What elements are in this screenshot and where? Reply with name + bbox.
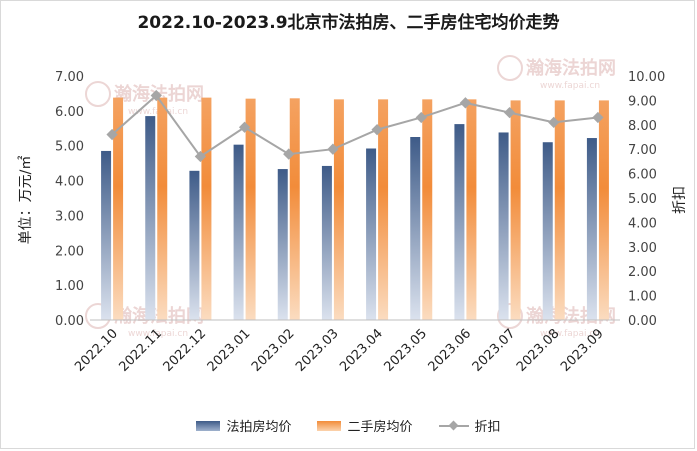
y-tick-label: 4.00 [55,175,84,190]
bar-secondhand-2023.02 [289,98,300,321]
y2-tick-label: 8.00 [628,119,657,134]
discount-line [111,94,599,158]
bar-auction-2022.11 [145,116,156,320]
x-tick-label-2023.05: 2023.05 [381,326,430,375]
bar-auction-2023.04 [366,148,377,320]
legend-item-discount: 折扣 [438,416,501,435]
y2-tick-label: 1.00 [628,290,657,305]
y2-tick-label: 4.00 [628,216,657,231]
bar-secondhand-2023.04 [378,99,389,321]
bar-auction-2023.06 [454,124,465,320]
discount-point-2023.03 [327,143,339,155]
x-tick-label-2023.06: 2023.06 [426,326,475,375]
bar-auction-2022.12 [189,170,200,320]
watermark-url-3: www.fapai.cn [540,329,600,339]
bar-secondhand-2023.09 [598,100,609,321]
watermark-url-1: www.fapai.cn [540,81,600,91]
bar-secondhand-2022.10 [113,97,124,321]
y2-tick-label: 10.00 [628,70,665,85]
bar-auction-2023.05 [410,137,421,320]
bar-auction-2023.02 [277,169,288,320]
bar-secondhand-2023.03 [333,99,344,321]
y2-tick-label: 9.00 [628,94,657,109]
y2-tick-label: 6.00 [628,168,657,183]
x-tick-label-2023.02: 2023.02 [249,326,298,375]
legend-label-auction: 法拍房均价 [226,420,292,435]
x-tick-label-2023.08: 2023.08 [514,326,563,375]
y2-tick-label: 3.00 [628,241,657,256]
watermark-logo-3 [497,303,523,329]
legend-label-discount: 折扣 [474,420,501,435]
x-tick-label-2023.01: 2023.01 [205,326,254,375]
y-tick-label: 5.00 [55,140,84,155]
legend-swatch-secondhand [317,420,342,431]
legend-label-secondhand: 二手房均价 [347,420,413,435]
y2-tick-label: 2.00 [628,265,657,280]
legend-swatch-auction [196,420,221,431]
bar-secondhand-2022.12 [201,97,212,321]
y-axis-title: 单位：万元/㎡ [18,156,34,245]
y-tick-label: 0.00 [55,314,84,329]
bar-secondhand-2023.08 [554,100,565,321]
bar-secondhand-2022.11 [157,97,168,321]
y2-tick-label: 0.00 [628,314,657,329]
bar-auction-2023.08 [542,142,553,320]
bar-auction-2023.07 [498,132,509,320]
y2-tick-label: 5.00 [628,192,657,207]
y2-axis-title: 折扣 [672,186,688,214]
legend-item-secondhand: 二手房均价 [317,416,413,435]
x-tick-label-2023.03: 2023.03 [293,326,342,375]
y-tick-label: 3.00 [55,209,84,224]
y2-tick-label: 7.00 [628,143,657,158]
x-tick-label-2023.07: 2023.07 [470,326,519,375]
x-tick-label-2022.10: 2022.10 [72,326,121,375]
watermark-logo-1 [497,55,523,81]
y-tick-label: 6.00 [55,105,84,120]
legend: 法拍房均价 二手房均价 折扣 [0,416,697,435]
bar-secondhand-2023.07 [510,100,521,321]
bar-auction-2022.10 [101,150,112,320]
discount-point-2023.02 [283,148,295,160]
y-tick-label: 2.00 [55,244,84,259]
legend-swatch-discount [438,421,469,431]
watermark-text-1: 瀚海法拍网 [526,57,616,79]
watermark-logo-0 [85,81,111,107]
chart-title: 2022.10-2023.9北京市法拍房、二手房住宅均价走势 [137,13,560,33]
discount-point-2022.12 [194,150,207,163]
y-tick-label: 1.00 [55,279,84,294]
y-tick-label: 7.00 [55,70,84,85]
watermark-url-2: www.fapai.cn [128,329,188,339]
bar-auction-2023.01 [233,144,244,320]
legend-item-auction: 法拍房均价 [196,416,291,435]
bar-auction-2023.03 [321,165,332,320]
bar-auction-2023.09 [586,138,597,320]
bar-secondhand-2023.06 [466,99,477,321]
bar-secondhand-2023.05 [422,99,433,321]
x-tick-label-2023.04: 2023.04 [337,326,386,375]
bar-secondhand-2023.01 [245,98,256,321]
